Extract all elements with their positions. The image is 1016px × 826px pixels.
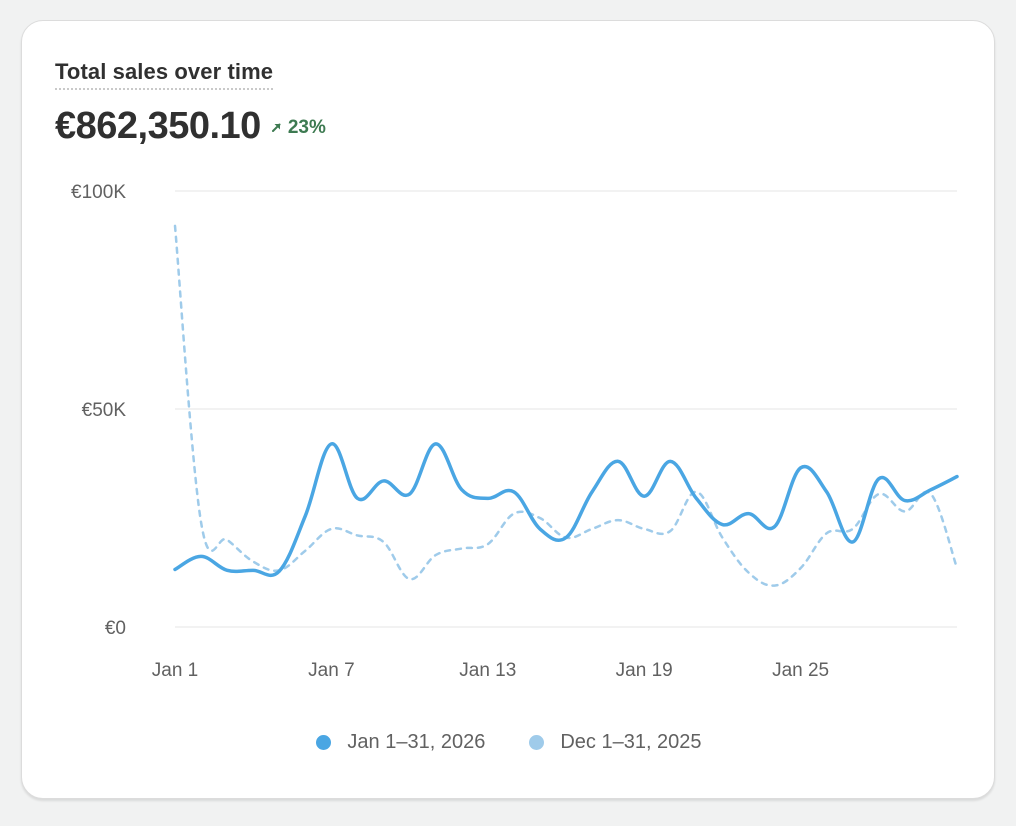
sales-card: Total sales over time €862,350.10 23% €0… — [21, 20, 995, 799]
legend-item-previous[interactable]: Dec 1–31, 2025 — [529, 731, 702, 754]
card-title[interactable]: Total sales over time — [55, 59, 274, 90]
x-tick-label: Jan 7 — [308, 660, 354, 681]
sales-line-chart[interactable]: €0 €50K €100K Jan 1 Jan 7 Jan 13 Jan 19 Jan 25 — [22, 21, 996, 721]
change-percent: 23% — [287, 116, 326, 138]
arrow-up-right-icon — [271, 123, 281, 132]
series-line-previous — [173, 224, 959, 587]
total-sales-value: €862,350.10 — [55, 105, 261, 147]
series-line-current — [173, 442, 959, 578]
legend-label-previous: Dec 1–31, 2025 — [560, 731, 702, 753]
total-row: €862,350.10 23% — [55, 105, 326, 148]
legend-label-current: Jan 1–31, 2026 — [347, 731, 486, 753]
x-tick-label: Jan 25 — [772, 660, 829, 681]
legend-swatch-current — [316, 735, 332, 750]
legend-swatch-previous — [529, 735, 545, 750]
y-tick-label: €0 — [105, 618, 126, 639]
chart-legend: Jan 1–31, 2026 Dec 1–31, 2025 — [22, 731, 996, 754]
y-tick-label: €50K — [82, 400, 127, 421]
x-tick-label: Jan 1 — [152, 660, 198, 681]
x-tick-label: Jan 13 — [459, 660, 516, 681]
x-tick-label: Jan 19 — [616, 660, 673, 681]
change-badge: 23% — [271, 117, 326, 139]
legend-item-current[interactable]: Jan 1–31, 2026 — [316, 731, 485, 754]
y-tick-label: €100K — [71, 182, 126, 203]
